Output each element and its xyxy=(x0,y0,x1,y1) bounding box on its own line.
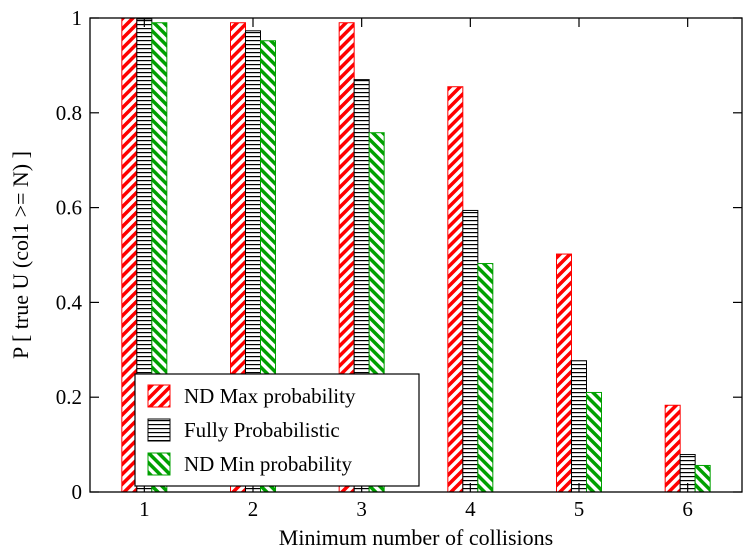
bar-nd-max-probability-4 xyxy=(447,86,464,493)
bar-fully-probabilistic-5 xyxy=(571,360,587,493)
bar-nd-min-probability-6 xyxy=(694,464,711,493)
y-tick-label: 1 xyxy=(72,6,83,30)
y-axis: 0 0.2 0.4 0.6 0.8 1 xyxy=(56,6,742,504)
bar-nd-max-probability-5 xyxy=(556,253,572,493)
y-tick-label: 0.4 xyxy=(56,290,83,314)
x-axis-label: Minimum number of collisions xyxy=(279,525,553,550)
y-tick-label: 0 xyxy=(72,480,83,504)
x-tick-label: 5 xyxy=(574,497,585,521)
bar-nd-max-probability-6 xyxy=(664,404,681,493)
y-tick-label: 0.6 xyxy=(56,196,82,220)
y-axis-label: P [ true U (col1 >= N) ] xyxy=(8,151,33,359)
y-tick-label: 0.2 xyxy=(56,385,82,409)
x-tick-label: 6 xyxy=(682,497,693,521)
legend-box xyxy=(134,373,420,487)
bar-nd-min-probability-4 xyxy=(477,263,494,493)
plot-frame xyxy=(89,17,743,493)
x-axis: 1 2 3 4 5 6 xyxy=(139,18,693,521)
legend-label: Fully Probabilistic xyxy=(184,418,340,442)
legend-label: ND Min probability xyxy=(184,452,352,476)
legend: ND Max probability Fully Probabilistic ND … xyxy=(134,373,420,487)
x-tick-label: 1 xyxy=(139,497,150,521)
legend-swatch xyxy=(147,384,171,408)
legend-label: ND Max probability xyxy=(184,384,356,408)
y-tick-label: 0.8 xyxy=(56,101,82,125)
bar-fully-probabilistic-4 xyxy=(462,209,479,493)
x-tick-label: 4 xyxy=(465,497,476,521)
x-tick-label: 3 xyxy=(356,497,367,521)
bar-nd-min-probability-5 xyxy=(586,391,602,493)
x-tick-label: 2 xyxy=(248,497,259,521)
legend-swatch xyxy=(147,452,171,476)
legend-swatch xyxy=(147,418,171,442)
